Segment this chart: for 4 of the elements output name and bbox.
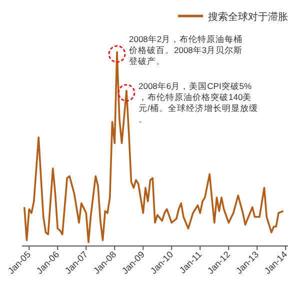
annotation: 2008年2月，布伦特原油每桶价格破百。2008年3月贝尔斯登破产。 (129, 34, 243, 66)
annotation: 2008年6月，美国CPI突破5%，布伦特原油价格突破140美元/桶。全球经济增长明显放缓。 (138, 80, 258, 124)
legend: 搜索全球对于滞胀 (178, 12, 288, 23)
legend-label: 搜索全球对于滞胀 (208, 11, 288, 23)
